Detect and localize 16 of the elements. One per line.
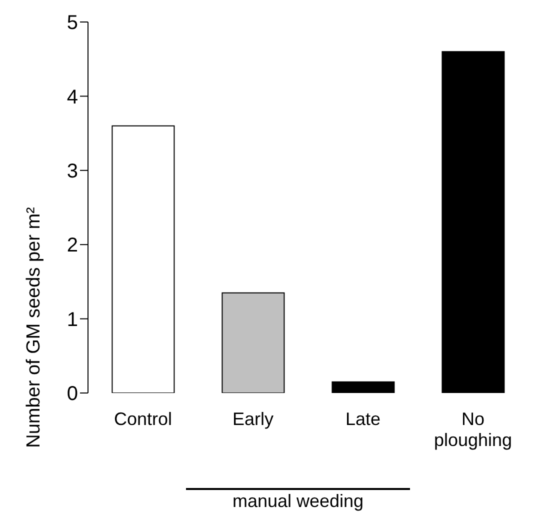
y-tick-label: 5: [66, 12, 78, 34]
x-tick-label: No ploughing: [434, 409, 512, 450]
x-tick-label: Control: [114, 409, 172, 429]
bar: [112, 125, 175, 393]
x-tick-label: Late: [345, 409, 381, 429]
y-tick-label: 4: [66, 86, 78, 108]
bar: [332, 381, 395, 393]
y-tick-label: 0: [66, 383, 78, 406]
bar: [222, 292, 285, 393]
y-tick-label: 2: [66, 234, 78, 257]
y-tick-label: 3: [66, 160, 78, 182]
y-axis-title: Number of GM seeds per m²: [24, 207, 45, 448]
y-tick-label: 1: [66, 308, 78, 331]
text: manual weeding: [231, 491, 365, 512]
x-tick-label: Early: [232, 409, 274, 429]
bar: [442, 51, 505, 393]
